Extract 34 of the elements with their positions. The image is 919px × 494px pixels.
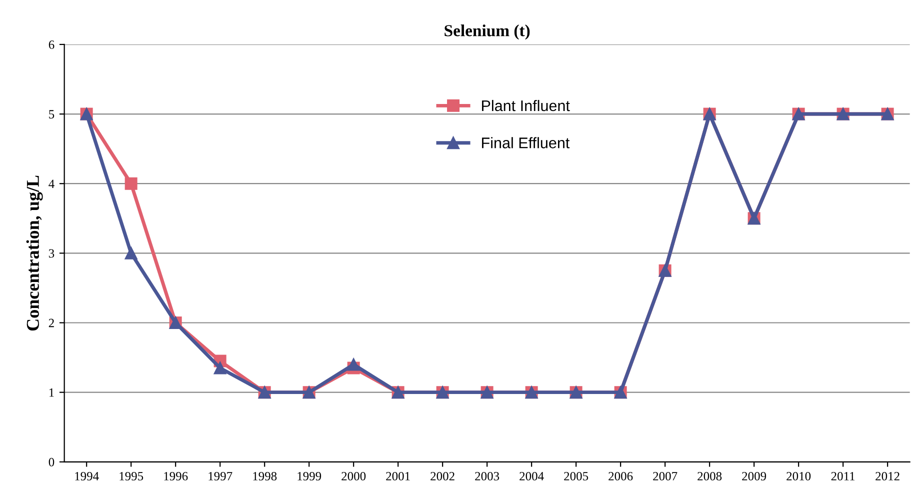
point bbox=[124, 246, 138, 260]
x-tick-label: 2002 bbox=[430, 472, 454, 480]
x-tick-label: 2006 bbox=[608, 472, 633, 480]
x-tick-label: 2004 bbox=[520, 472, 544, 480]
y-tick-label: 6 bbox=[48, 40, 54, 49]
x-tick-label: 2001 bbox=[386, 472, 410, 480]
x-tick-label: 2003 bbox=[475, 472, 500, 480]
legend-label: Final Effluent bbox=[482, 137, 570, 148]
x-tick-label: 1997 bbox=[208, 472, 232, 480]
x-tick-label: 2011 bbox=[831, 472, 855, 480]
legend-label: Plant Influent bbox=[482, 100, 570, 112]
point bbox=[124, 177, 138, 190]
x-tick-label: 1999 bbox=[298, 472, 322, 480]
x-tick-label: 2008 bbox=[698, 472, 722, 480]
x-tick-label: 2010 bbox=[786, 472, 811, 480]
y-tick-label: 2 bbox=[48, 318, 54, 328]
x-tick-label: 2000 bbox=[342, 472, 366, 480]
y-tick-label: 0 bbox=[48, 458, 54, 466]
x-tick-label: 2012 bbox=[876, 472, 900, 480]
y-tick-label: 5 bbox=[49, 110, 54, 118]
point bbox=[214, 362, 226, 374]
x-tick-label: 2009 bbox=[742, 472, 766, 480]
x-tick-label: 1998 bbox=[253, 472, 277, 480]
y-tick-label: 3 bbox=[48, 249, 54, 258]
y-tick-label: 4 bbox=[48, 180, 54, 188]
x-tick-label: 1994 bbox=[75, 472, 99, 480]
x-tick-label: 2007 bbox=[653, 472, 678, 480]
x-tick-label: 1996 bbox=[164, 472, 188, 480]
chart-title: Selenium (t) bbox=[444, 24, 530, 40]
x-tick-label: 1995 bbox=[120, 472, 144, 480]
point bbox=[347, 358, 360, 371]
x-tick-label: 2005 bbox=[564, 472, 588, 480]
y-tick-label: 1 bbox=[49, 388, 54, 397]
y-axis-title: Concentration, ug/L bbox=[26, 176, 43, 331]
